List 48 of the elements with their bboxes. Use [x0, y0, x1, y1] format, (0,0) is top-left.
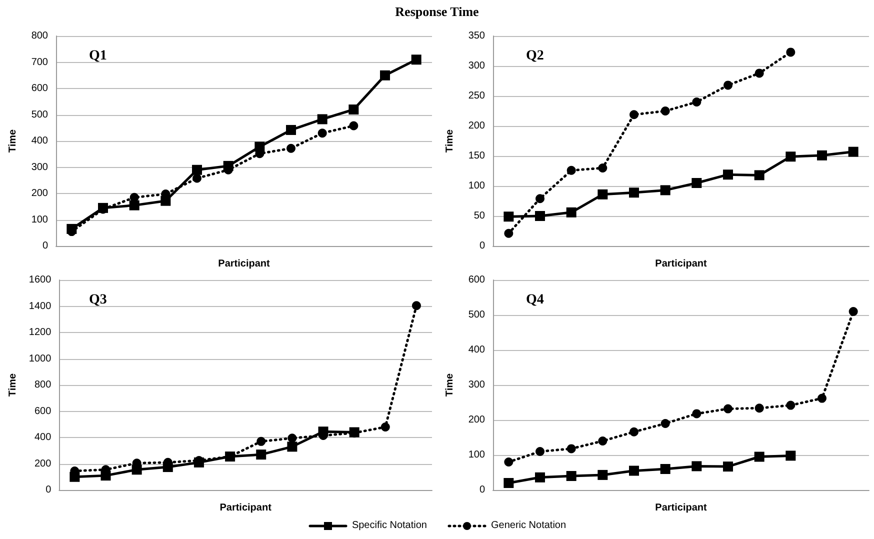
y-tick-label: 200: [31, 188, 48, 199]
y-tick-label: 600: [468, 274, 486, 286]
y-tick-label: 100: [31, 214, 48, 226]
y-axis-title: Time: [444, 128, 456, 153]
y-tick-label: 250: [468, 90, 486, 102]
y-tick-label: 0: [479, 484, 486, 496]
y-tick-label: 700: [31, 56, 48, 68]
y-axis-title: Time: [8, 372, 18, 397]
y-tick-label: 300: [468, 380, 486, 390]
text: Q2: [526, 48, 544, 64]
y-axis-title: Time: [444, 372, 456, 397]
y-tick-label: 200: [468, 120, 486, 132]
y-tick-label: 200: [468, 414, 486, 426]
text: Q3: [89, 292, 107, 308]
y-tick-label: 800: [34, 380, 52, 390]
y-tick-label: 0: [479, 240, 486, 252]
y-tick-label: 200: [34, 458, 52, 470]
y-tick-label: 500: [31, 109, 48, 120]
y-tick-label: 50: [474, 210, 486, 222]
y-tick-label: 1600: [28, 274, 52, 286]
y-tick-label: 150: [468, 150, 486, 162]
x-axis-title: Participant: [655, 502, 708, 514]
y-tick-label: 600: [34, 406, 52, 417]
legend-label: Specific Notation: [352, 520, 427, 531]
chart-title: Response Time: [394, 4, 480, 20]
y-tick-label: 350: [468, 30, 486, 42]
y-tick-label: 600: [31, 83, 48, 94]
y-tick-label: 0: [42, 240, 48, 252]
y-tick-label: 1400: [28, 300, 52, 312]
y-tick-label: 500: [468, 310, 486, 320]
y-tick-label: 100: [468, 450, 486, 460]
y-tick-label: 800: [31, 30, 48, 42]
y-tick-label: 1000: [28, 353, 52, 364]
y-axis-title: Time: [8, 128, 18, 153]
text: Q4: [526, 292, 544, 308]
y-tick-label: 300: [31, 162, 48, 173]
y-tick-label: 400: [34, 432, 52, 443]
y-tick-label: 400: [468, 344, 486, 356]
x-axis-title: Participant: [218, 258, 271, 270]
y-tick-label: 300: [468, 60, 486, 72]
y-tick-label: 1200: [28, 327, 52, 338]
y-tick-label: 100: [468, 180, 486, 192]
legend-label: Generic Notation: [491, 520, 566, 531]
x-axis-title: Participant: [655, 258, 708, 270]
x-axis-title: Participant: [220, 502, 272, 514]
text: Q1: [89, 48, 107, 64]
y-tick-label: 400: [31, 136, 48, 146]
y-tick-label: 0: [46, 484, 52, 496]
